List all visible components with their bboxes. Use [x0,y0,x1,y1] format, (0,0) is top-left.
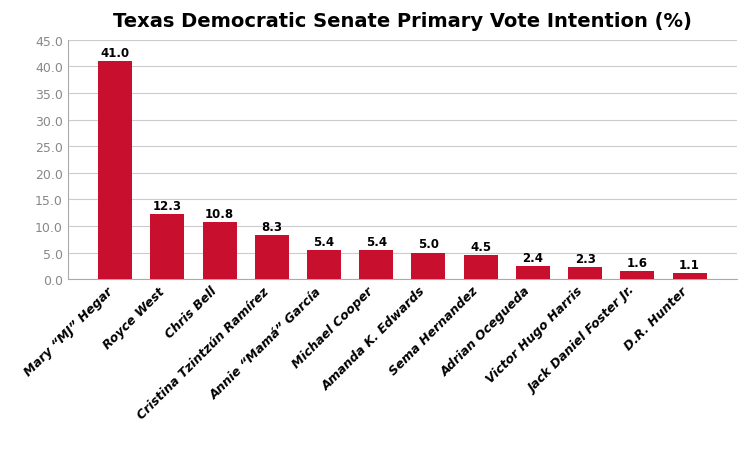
Bar [569,267,602,280]
Text: 10.8: 10.8 [205,207,234,220]
Bar [620,271,654,280]
Text: 5.4: 5.4 [365,236,387,249]
Text: 2.4: 2.4 [523,252,544,265]
Bar [464,256,498,280]
Text: 1.6: 1.6 [627,256,647,269]
Text: 4.5: 4.5 [470,241,491,253]
Text: 5.0: 5.0 [418,238,439,251]
Text: 8.3: 8.3 [261,221,282,234]
Bar [672,274,707,280]
Bar [150,214,184,280]
Text: 2.3: 2.3 [575,252,596,265]
Bar [359,251,393,280]
Bar [411,253,445,280]
Bar [98,62,132,280]
Bar [202,222,236,280]
Text: 12.3: 12.3 [153,199,182,212]
Title: Texas Democratic Senate Primary Vote Intention (%): Texas Democratic Senate Primary Vote Int… [113,12,692,31]
Text: 5.4: 5.4 [314,236,335,249]
Text: 41.0: 41.0 [101,47,129,60]
Bar [307,251,341,280]
Bar [516,267,550,280]
Bar [255,235,289,280]
Text: 1.1: 1.1 [679,259,700,272]
